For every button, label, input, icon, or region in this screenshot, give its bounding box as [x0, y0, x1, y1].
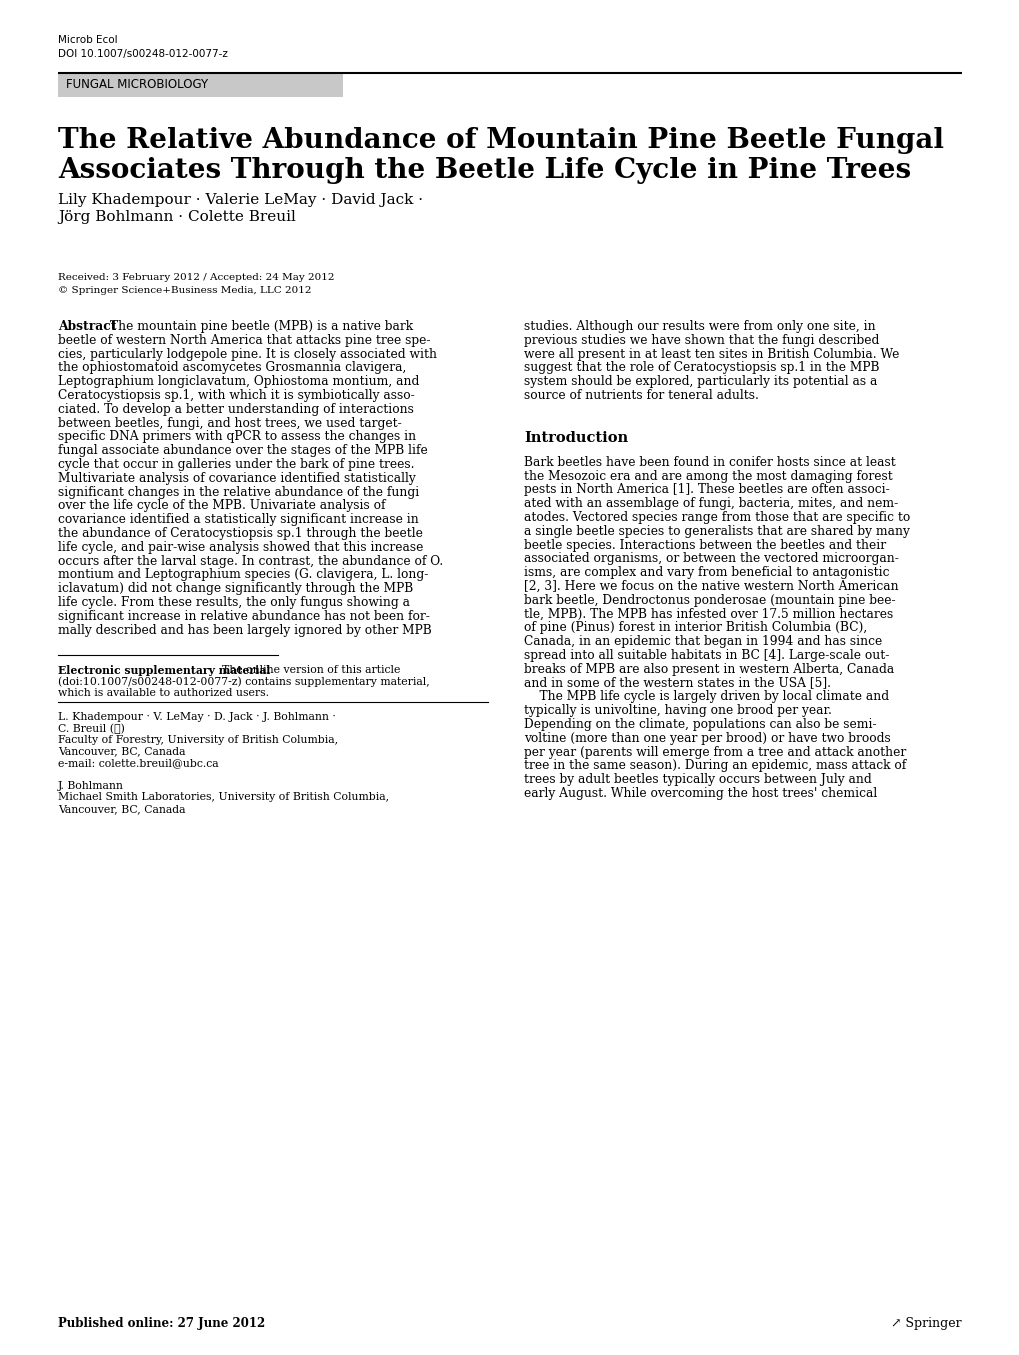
Text: [2, 3]. Here we focus on the native western North American: [2, 3]. Here we focus on the native west… [524, 580, 898, 593]
Text: suggest that the role of Ceratocystiopsis sp.1 in the MPB: suggest that the role of Ceratocystiopsi… [524, 362, 878, 374]
Text: Introduction: Introduction [524, 431, 628, 444]
Text: The MPB life cycle is largely driven by local climate and: The MPB life cycle is largely driven by … [524, 691, 889, 703]
Text: Michael Smith Laboratories, University of British Columbia,: Michael Smith Laboratories, University o… [58, 793, 388, 802]
Text: Received: 3 February 2012 / Accepted: 24 May 2012: Received: 3 February 2012 / Accepted: 24… [58, 272, 334, 282]
Text: over the life cycle of the MPB. Univariate analysis of: over the life cycle of the MPB. Univaria… [58, 500, 385, 512]
Text: trees by adult beetles typically occurs between July and: trees by adult beetles typically occurs … [524, 774, 871, 786]
Text: and in some of the western states in the USA [5].: and in some of the western states in the… [524, 676, 830, 690]
Text: beetle species. Interactions between the beetles and their: beetle species. Interactions between the… [524, 538, 886, 551]
Text: tree in the same season). During an epidemic, mass attack of: tree in the same season). During an epid… [524, 759, 905, 772]
Text: Canada, in an epidemic that began in 1994 and has since: Canada, in an epidemic that began in 199… [524, 635, 881, 648]
Text: Faculty of Forestry, University of British Columbia,: Faculty of Forestry, University of Briti… [58, 734, 337, 745]
Text: (doi:10.1007/s00248-012-0077-z) contains supplementary material,: (doi:10.1007/s00248-012-0077-z) contains… [58, 678, 429, 687]
Text: Leptographium longiclavatum, Ophiostoma montium, and: Leptographium longiclavatum, Ophiostoma … [58, 375, 419, 388]
Text: montium and Leptographium species (G. clavigera, L. long-: montium and Leptographium species (G. cl… [58, 568, 428, 581]
Text: the Mesozoic era and are among the most damaging forest: the Mesozoic era and are among the most … [524, 470, 892, 482]
Text: ated with an assemblage of fungi, bacteria, mites, and nem-: ated with an assemblage of fungi, bacter… [524, 497, 898, 511]
Text: the abundance of Ceratocystiopsis sp.1 through the beetle: the abundance of Ceratocystiopsis sp.1 t… [58, 527, 423, 541]
Text: significant increase in relative abundance has not been for-: significant increase in relative abundan… [58, 610, 429, 623]
Text: tle, MPB). The MPB has infested over 17.5 million hectares: tle, MPB). The MPB has infested over 17.… [524, 607, 893, 621]
Text: between beetles, fungi, and host trees, we used target-: between beetles, fungi, and host trees, … [58, 416, 401, 430]
Text: C. Breuil (✉): C. Breuil (✉) [58, 724, 124, 734]
Text: occurs after the larval stage. In contrast, the abundance of O.: occurs after the larval stage. In contra… [58, 554, 443, 568]
Text: significant changes in the relative abundance of the fungi: significant changes in the relative abun… [58, 485, 419, 499]
Text: bark beetle, Dendroctonus ponderosae (mountain pine bee-: bark beetle, Dendroctonus ponderosae (mo… [524, 593, 895, 607]
Text: FUNGAL MICROBIOLOGY: FUNGAL MICROBIOLOGY [66, 79, 208, 92]
Text: ↗ Springer: ↗ Springer [891, 1317, 961, 1331]
Text: e-mail: colette.breuil@ubc.ca: e-mail: colette.breuil@ubc.ca [58, 757, 218, 768]
Text: Microb Ecol: Microb Ecol [58, 35, 117, 45]
Text: voltine (more than one year per brood) or have two broods: voltine (more than one year per brood) o… [524, 732, 890, 745]
Text: which is available to authorized users.: which is available to authorized users. [58, 688, 269, 698]
Text: Ceratocystiopsis sp.1, with which it is symbiotically asso-: Ceratocystiopsis sp.1, with which it is … [58, 389, 415, 402]
Text: isms, are complex and vary from beneficial to antagonistic: isms, are complex and vary from benefici… [524, 566, 889, 579]
Text: iclavatum) did not change significantly through the MPB: iclavatum) did not change significantly … [58, 583, 413, 595]
Text: typically is univoltine, having one brood per year.: typically is univoltine, having one broo… [524, 705, 832, 717]
Text: spread into all suitable habitats in BC [4]. Large-scale out-: spread into all suitable habitats in BC … [524, 649, 889, 663]
Text: J. Bohlmann: J. Bohlmann [58, 780, 123, 791]
Text: were all present in at least ten sites in British Columbia. We: were all present in at least ten sites i… [524, 348, 899, 360]
Text: Associates Through the Beetle Life Cycle in Pine Trees: Associates Through the Beetle Life Cycle… [58, 157, 910, 184]
Text: a single beetle species to generalists that are shared by many: a single beetle species to generalists t… [524, 524, 909, 538]
Text: cies, particularly lodgepole pine. It is closely associated with: cies, particularly lodgepole pine. It is… [58, 348, 436, 360]
Text: Multivariate analysis of covariance identified statistically: Multivariate analysis of covariance iden… [58, 472, 416, 485]
Text: fungal associate abundance over the stages of the MPB life: fungal associate abundance over the stag… [58, 444, 427, 457]
Text: per year (parents will emerge from a tree and attack another: per year (parents will emerge from a tre… [524, 745, 905, 759]
Text: covariance identified a statistically significant increase in: covariance identified a statistically si… [58, 514, 419, 526]
Text: Jörg Bohlmann · Colette Breuil: Jörg Bohlmann · Colette Breuil [58, 210, 296, 224]
Text: The Relative Abundance of Mountain Pine Beetle Fungal: The Relative Abundance of Mountain Pine … [58, 127, 943, 154]
Text: © Springer Science+Business Media, LLC 2012: © Springer Science+Business Media, LLC 2… [58, 286, 311, 295]
Text: Electronic supplementary material: Electronic supplementary material [58, 665, 270, 676]
Text: beetle of western North America that attacks pine tree spe-: beetle of western North America that att… [58, 333, 430, 347]
Text: Vancouver, BC, Canada: Vancouver, BC, Canada [58, 804, 185, 814]
Text: breaks of MPB are also present in western Alberta, Canada: breaks of MPB are also present in wester… [524, 663, 894, 676]
Text: Vancouver, BC, Canada: Vancouver, BC, Canada [58, 747, 185, 756]
Text: Bark beetles have been found in conifer hosts since at least: Bark beetles have been found in conifer … [524, 455, 895, 469]
Text: previous studies we have shown that the fungi described: previous studies we have shown that the … [524, 333, 878, 347]
Text: Depending on the climate, populations can also be semi-: Depending on the climate, populations ca… [524, 718, 875, 730]
Text: Abstract: Abstract [58, 320, 116, 333]
Text: life cycle, and pair-wise analysis showed that this increase: life cycle, and pair-wise analysis showe… [58, 541, 423, 554]
Text: associated organisms, or between the vectored microorgan-: associated organisms, or between the vec… [524, 553, 898, 565]
Text: Published online: 27 June 2012: Published online: 27 June 2012 [58, 1317, 265, 1331]
Text: source of nutrients for teneral adults.: source of nutrients for teneral adults. [524, 389, 758, 402]
Text: atodes. Vectored species range from those that are specific to: atodes. Vectored species range from thos… [524, 511, 909, 524]
Bar [58, 73, 342, 98]
Text: pests in North America [1]. These beetles are often associ-: pests in North America [1]. These beetle… [524, 484, 889, 496]
Text: specific DNA primers with qPCR to assess the changes in: specific DNA primers with qPCR to assess… [58, 431, 416, 443]
Text: system should be explored, particularly its potential as a: system should be explored, particularly … [524, 375, 876, 388]
Text: cycle that occur in galleries under the bark of pine trees.: cycle that occur in galleries under the … [58, 458, 414, 472]
Text: early August. While overcoming the host trees' chemical: early August. While overcoming the host … [524, 787, 876, 799]
Text: The online version of this article: The online version of this article [215, 665, 399, 675]
Text: L. Khadempour · V. LeMay · D. Jack · J. Bohlmann ·: L. Khadempour · V. LeMay · D. Jack · J. … [58, 711, 335, 722]
Text: Lily Khadempour · Valerie LeMay · David Jack ·: Lily Khadempour · Valerie LeMay · David … [58, 192, 423, 207]
Text: DOI 10.1007/s00248-012-0077-z: DOI 10.1007/s00248-012-0077-z [58, 49, 227, 60]
Text: life cycle. From these results, the only fungus showing a: life cycle. From these results, the only… [58, 596, 410, 608]
Text: the ophiostomatoid ascomycetes Grosmannia clavigera,: the ophiostomatoid ascomycetes Grosmanni… [58, 362, 406, 374]
Text: mally described and has been largely ignored by other MPB: mally described and has been largely ign… [58, 623, 431, 637]
Text: of pine (Pinus) forest in interior British Columbia (BC),: of pine (Pinus) forest in interior Briti… [524, 622, 866, 634]
Text: studies. Although our results were from only one site, in: studies. Although our results were from … [524, 320, 874, 333]
Text: ciated. To develop a better understanding of interactions: ciated. To develop a better understandin… [58, 402, 414, 416]
Text: The mountain pine beetle (MPB) is a native bark: The mountain pine beetle (MPB) is a nati… [110, 320, 413, 333]
